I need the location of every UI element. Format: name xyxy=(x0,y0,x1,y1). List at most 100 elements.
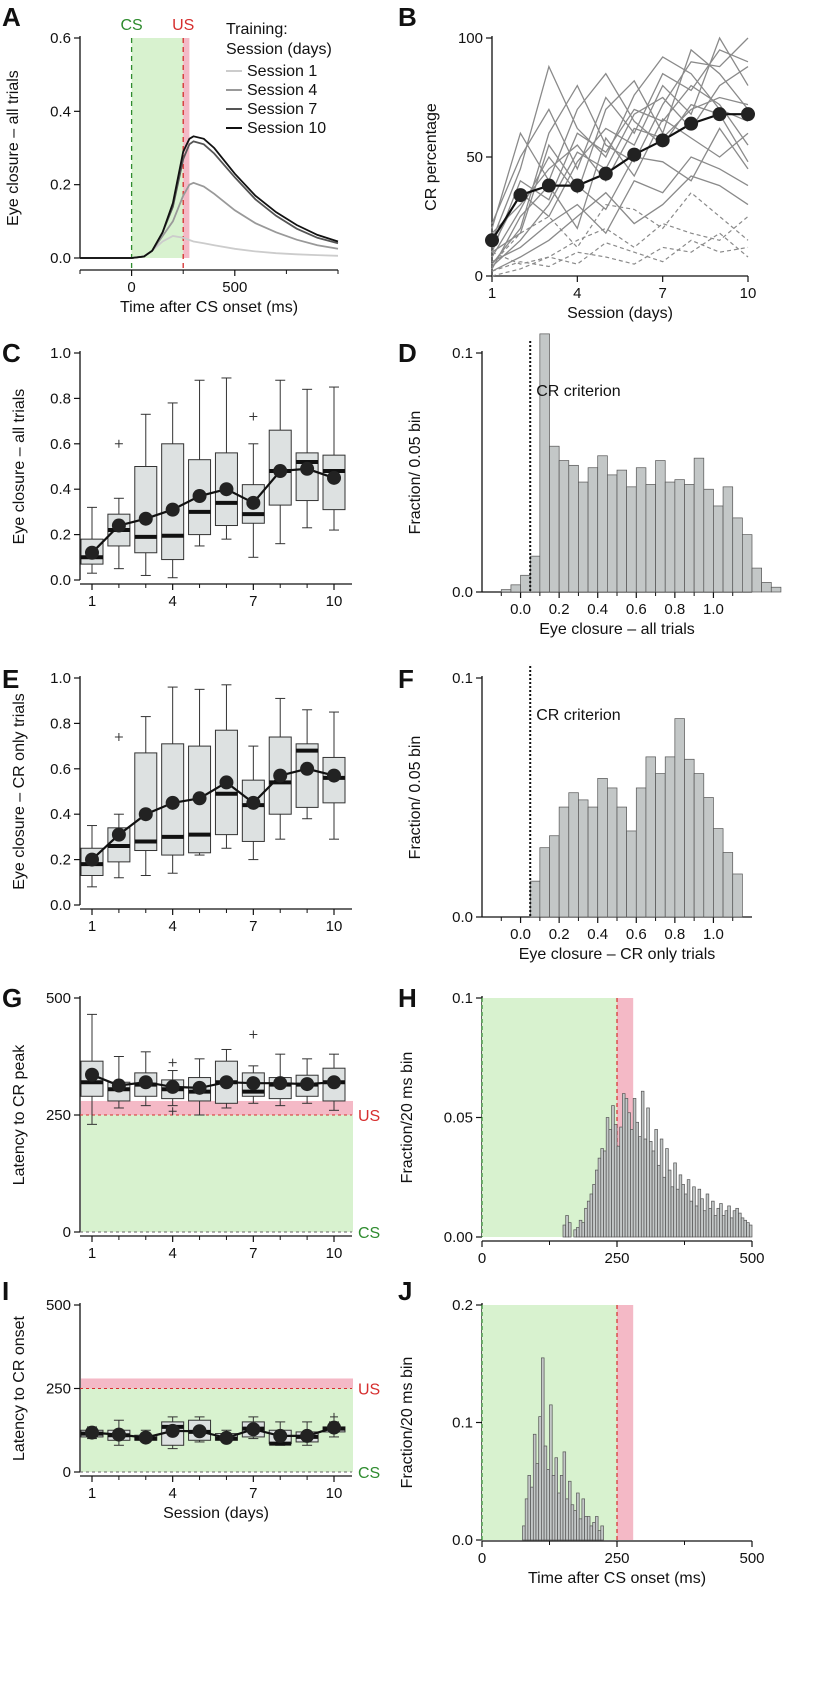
histogram-bar xyxy=(603,1150,607,1238)
mean-point xyxy=(138,1430,153,1445)
histogram-bar xyxy=(722,486,734,593)
y-tick-label: 0 xyxy=(63,1464,71,1481)
histogram-bar xyxy=(622,1093,626,1238)
x-tick-label: 1.0 xyxy=(703,926,724,943)
histogram-bar xyxy=(626,830,637,918)
us-label: US xyxy=(358,1108,380,1125)
panel-label: E xyxy=(2,664,19,694)
x-tick-label: 10 xyxy=(326,1245,343,1262)
y-tick-label: 0.0 xyxy=(50,250,71,267)
x-tick-label: 7 xyxy=(249,1485,257,1502)
y-tick-label: 500 xyxy=(46,990,71,1007)
y-tick-label: 250 xyxy=(46,1107,71,1124)
mean-point xyxy=(246,795,261,810)
mean-point xyxy=(327,1420,341,1435)
x-tick-label: 0.4 xyxy=(587,601,608,618)
individual-line xyxy=(491,117,749,270)
histogram-bar xyxy=(500,589,512,593)
y-tick-label: 0.1 xyxy=(452,1415,473,1432)
histogram-bar xyxy=(742,534,753,593)
histogram-bar xyxy=(674,718,685,918)
histogram-bar xyxy=(586,1516,591,1541)
box xyxy=(161,443,185,561)
panel-label: D xyxy=(398,338,417,368)
histogram-bar xyxy=(578,1219,583,1238)
mean-point xyxy=(192,489,207,504)
histogram-bar xyxy=(589,1525,594,1541)
panel-f: F 0.0 0.1 0.0 0.2 0.4 0.6 0.8 1.0 Fraction/ 0.05 … xyxy=(398,664,752,963)
histogram-bar xyxy=(578,1518,583,1541)
y-axis-label: CR percentage xyxy=(423,103,440,211)
histogram-bar xyxy=(635,787,647,918)
mean-point xyxy=(246,495,261,510)
x-tick-label: 10 xyxy=(326,593,343,610)
legend-entry: Session 10 xyxy=(247,120,326,137)
x-tick-label: 250 xyxy=(604,1550,629,1567)
panel-c: C 0.0 0.2 0.4 0.6 0.8 1.0 1 4 7 10 Eye closure – al… xyxy=(2,338,352,610)
individual-line xyxy=(491,156,749,263)
histogram-bar xyxy=(619,1126,623,1238)
histogram-bar xyxy=(573,1510,577,1541)
individual-line xyxy=(491,96,749,234)
x-tick-label: 500 xyxy=(222,279,247,296)
y-tick-label: 0.05 xyxy=(444,1110,473,1127)
y-tick-label: 0.6 xyxy=(50,30,71,47)
x-tick-label: 1.0 xyxy=(703,601,724,618)
x-tick-label: 7 xyxy=(249,918,257,935)
mean-point xyxy=(598,166,613,181)
histogram-bar xyxy=(703,797,714,918)
series-line-4 xyxy=(80,135,339,259)
histogram-bar xyxy=(703,488,714,593)
x-tick-label: 0.8 xyxy=(664,601,685,618)
y-axis-label: Eye closure – CR only trials xyxy=(11,693,28,890)
mean-point xyxy=(273,1428,288,1443)
histogram-bar xyxy=(529,555,541,593)
y-tick-label: 0.2 xyxy=(50,852,71,869)
individual-line xyxy=(491,175,749,272)
histogram-bar xyxy=(624,1098,629,1238)
histogram-bar xyxy=(732,1210,737,1238)
mean-point xyxy=(165,1079,180,1094)
y-tick-label: 0.4 xyxy=(50,103,71,120)
x-tick-label: 0.8 xyxy=(664,926,685,943)
y-tick-label: 0.00 xyxy=(444,1229,473,1246)
histogram-bar xyxy=(667,1169,672,1238)
histogram-bar xyxy=(635,467,647,593)
mean-point xyxy=(541,178,556,193)
histogram-bar xyxy=(651,1150,656,1238)
mean-point xyxy=(741,107,755,122)
legend-entry: Session 1 xyxy=(247,63,317,80)
mean-point xyxy=(165,502,180,517)
y-tick-label: 0.8 xyxy=(50,390,71,407)
histogram-bar xyxy=(578,481,589,593)
histogram-bar xyxy=(592,1184,596,1238)
histogram-bar xyxy=(541,1357,545,1541)
box xyxy=(134,466,158,554)
cs-label: CS xyxy=(120,17,142,34)
mean-point xyxy=(111,1078,126,1093)
histogram-bar xyxy=(700,1198,704,1238)
histogram-bar xyxy=(645,484,656,593)
y-tick-label: 0.1 xyxy=(452,990,473,1007)
histogram-bar xyxy=(597,1530,602,1541)
panel-d: D 0.0 0.1 0.0 0.2 0.4 0.6 0.8 1.0 Fraction/ 0.05 … xyxy=(398,333,782,638)
legend-title: Session (days) xyxy=(226,41,332,58)
histogram-bar xyxy=(522,1525,526,1541)
histogram-bar xyxy=(584,1207,588,1238)
histogram-bar xyxy=(673,1162,677,1238)
mean-point xyxy=(138,807,153,822)
mean-point xyxy=(300,1428,315,1443)
y-axis-label: Fraction/20 ms bin xyxy=(399,1052,416,1184)
histogram-bar xyxy=(562,1224,567,1238)
x-tick-label: 10 xyxy=(326,1485,343,1502)
histogram-bar xyxy=(595,1169,599,1238)
histogram-bar xyxy=(573,1229,577,1238)
x-tick-label: 1 xyxy=(88,1245,96,1262)
histogram-bar xyxy=(520,574,531,593)
y-axis-label: Fraction/ 0.05 bin xyxy=(407,736,424,860)
histogram-bar xyxy=(730,1217,734,1238)
y-axis-label: Eye closure – all trials xyxy=(5,70,22,226)
mean-point xyxy=(684,116,699,131)
y-axis-label: Latency to CR onset xyxy=(11,1315,28,1461)
x-axis-label: Session (days) xyxy=(163,1505,269,1522)
